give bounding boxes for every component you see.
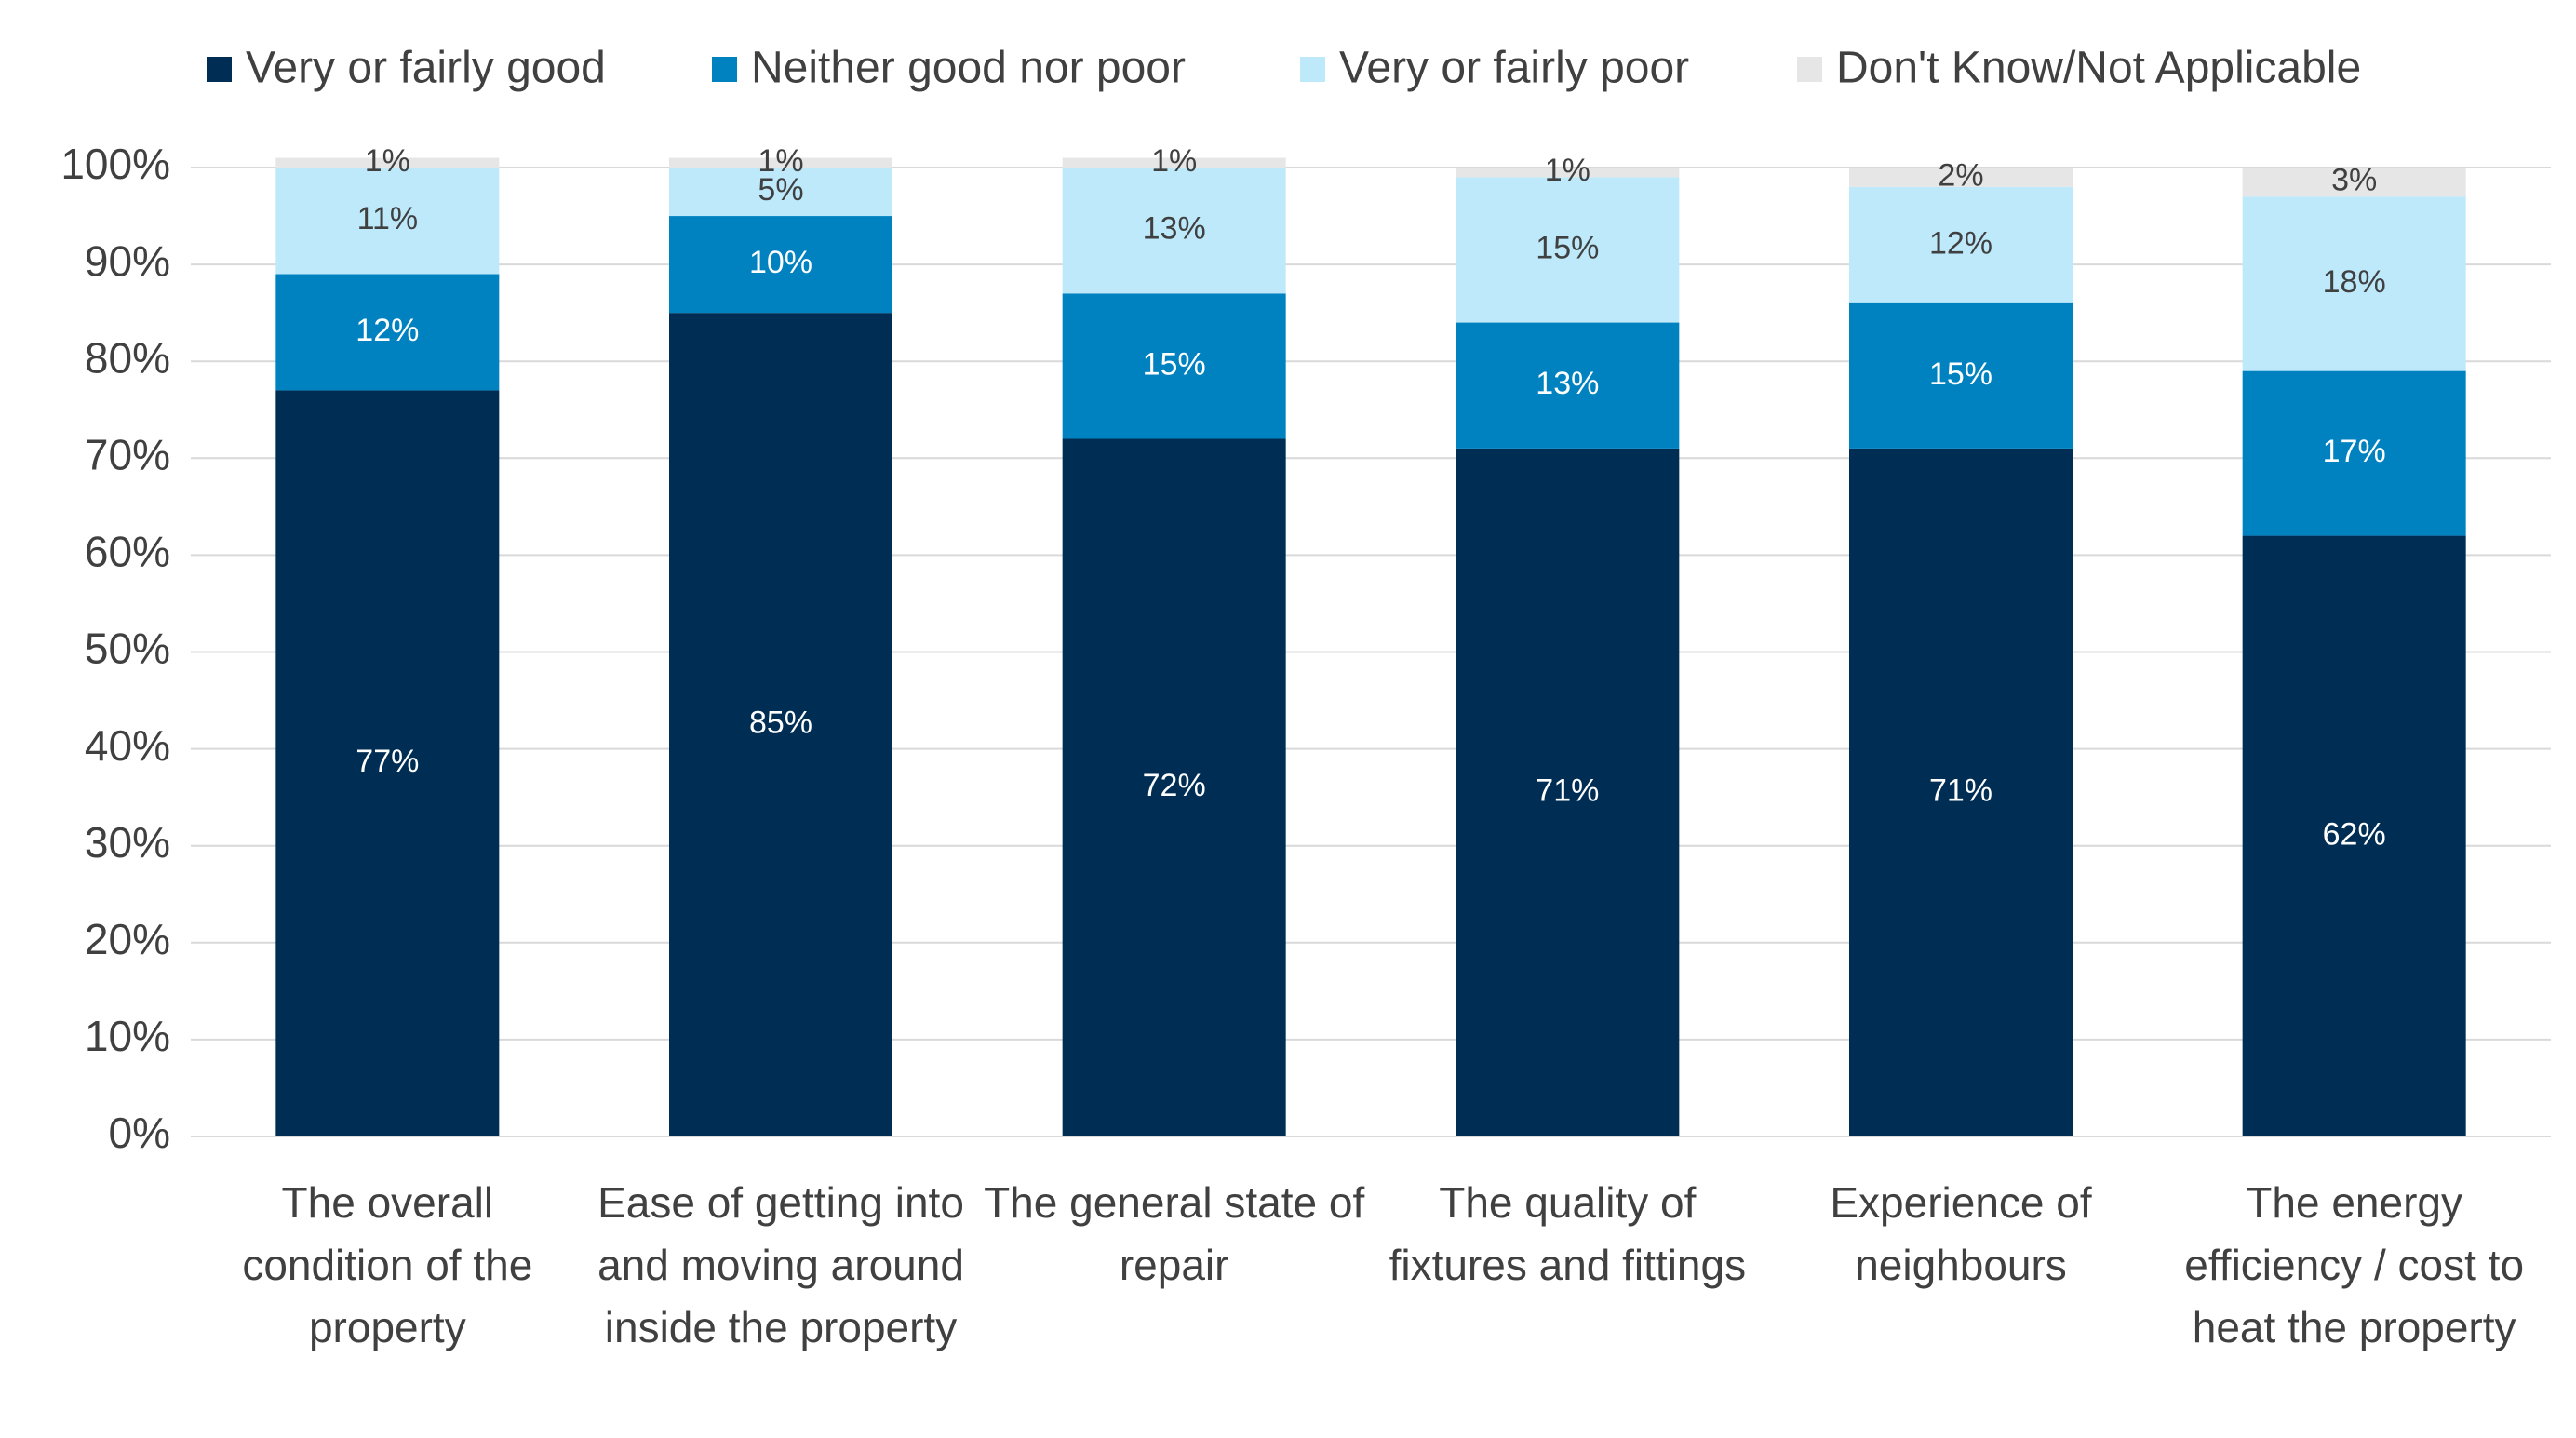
x-tick-label: Ease of getting into and moving around i… xyxy=(597,1178,964,1351)
bar-segment xyxy=(669,168,892,217)
bar-segment xyxy=(669,216,892,314)
bar-segment xyxy=(1849,186,2073,303)
bar-segment xyxy=(2242,535,2466,1136)
y-tick-label: 100% xyxy=(60,140,170,188)
data-label: 5% xyxy=(758,172,803,208)
data-label: 77% xyxy=(356,744,419,779)
data-label: 13% xyxy=(1536,366,1599,401)
data-label: 71% xyxy=(1536,773,1599,808)
bar-segment xyxy=(275,390,500,1136)
x-tick-label: The energy efficiency / cost to heat the… xyxy=(2184,1178,2525,1351)
bar-segment xyxy=(1062,168,1286,294)
bar-segment xyxy=(275,168,500,275)
x-tick-label: The overall condition of the property xyxy=(242,1178,533,1351)
data-label: 11% xyxy=(357,201,419,236)
y-tick-label: 40% xyxy=(85,721,170,770)
bar-segment xyxy=(1456,448,1680,1136)
bar-segment xyxy=(1062,157,1286,168)
y-tick-label: 0% xyxy=(109,1109,170,1157)
bar-segment xyxy=(1456,168,1680,178)
y-tick-label: 80% xyxy=(85,333,170,382)
data-label: 1% xyxy=(1545,153,1590,188)
bar-segment xyxy=(275,274,500,391)
legend-label: Very or fairly good xyxy=(246,44,606,93)
data-label: 85% xyxy=(749,706,812,741)
bar-segment xyxy=(669,313,892,1136)
y-tick-label: 60% xyxy=(85,528,170,576)
bar-segment xyxy=(2242,370,2466,536)
data-label: 12% xyxy=(356,313,419,348)
bar-segment xyxy=(1062,293,1286,439)
y-tick-label: 70% xyxy=(85,430,170,478)
legend-swatch xyxy=(1300,57,1325,82)
data-label: 1% xyxy=(1151,143,1197,179)
legend-label: Very or fairly poor xyxy=(1339,44,1689,93)
legend-swatch xyxy=(1797,57,1822,82)
legend-label: Neither good nor poor xyxy=(751,44,1186,93)
bar-segment xyxy=(1062,438,1286,1137)
data-label: 12% xyxy=(1929,225,1992,261)
data-label: 62% xyxy=(2323,816,2386,852)
data-label: 2% xyxy=(1938,157,1983,193)
legend-label: Don't Know/Not Applicable xyxy=(1836,44,2361,93)
legend-swatch xyxy=(712,57,737,82)
bar-segment xyxy=(2242,168,2466,197)
y-tick-label: 90% xyxy=(85,236,170,285)
x-tick-label: The quality of fixtures and fittings xyxy=(1389,1178,1747,1289)
data-label: 72% xyxy=(1143,768,1206,803)
legend-swatch xyxy=(207,57,232,82)
y-tick-label: 10% xyxy=(85,1012,170,1060)
data-label: 17% xyxy=(2323,434,2386,469)
data-label: 10% xyxy=(749,245,812,280)
data-label: 15% xyxy=(1929,356,1992,392)
bar-segment xyxy=(2242,196,2466,371)
bar-segment xyxy=(1849,302,2073,449)
x-tick-label: Experience of neighbours xyxy=(1830,1178,2092,1289)
bar-segment xyxy=(1849,168,2073,187)
data-label: 15% xyxy=(1143,346,1206,382)
y-tick-label: 20% xyxy=(85,915,170,963)
data-label: 3% xyxy=(2331,163,2377,198)
data-label: 13% xyxy=(1143,211,1206,247)
data-label: 1% xyxy=(365,143,410,179)
bar-segment xyxy=(1456,177,1680,323)
data-label: 1% xyxy=(758,143,803,179)
y-tick-label: 50% xyxy=(85,625,170,673)
bar-segment xyxy=(669,157,892,168)
x-tick-label: The general state of repair xyxy=(984,1178,1365,1289)
data-label: 71% xyxy=(1929,773,1992,808)
bar-segment xyxy=(1849,448,2073,1136)
bar-segment xyxy=(1456,322,1680,449)
y-tick-label: 30% xyxy=(85,818,170,867)
data-label: 18% xyxy=(2323,264,2386,300)
data-label: 15% xyxy=(1536,230,1599,265)
bar-segment xyxy=(275,157,500,168)
